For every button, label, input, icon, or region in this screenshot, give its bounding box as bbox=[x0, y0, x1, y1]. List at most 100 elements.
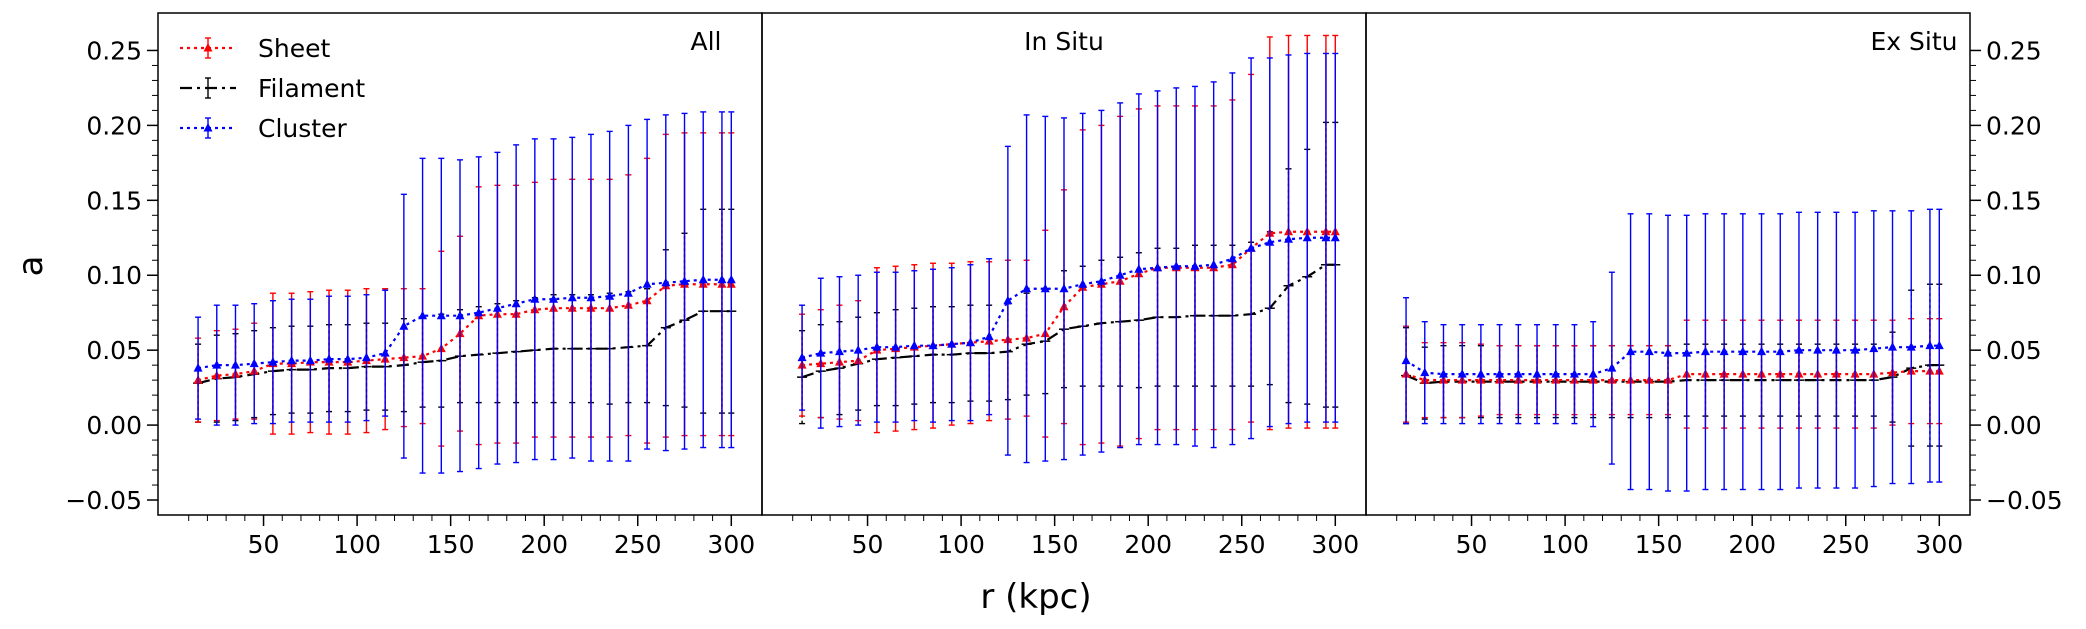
data-point bbox=[230, 360, 240, 369]
y-tick-label: 0.15 bbox=[86, 186, 142, 215]
legend: Sheet Filament Cluster bbox=[180, 34, 365, 143]
data-point bbox=[1134, 264, 1144, 273]
data-point bbox=[1775, 346, 1785, 356]
data-point bbox=[1040, 283, 1050, 293]
x-tick-label: 100 bbox=[333, 530, 381, 559]
right-y-tick-label: −0.05 bbox=[1986, 486, 2063, 515]
data-point bbox=[1284, 234, 1294, 243]
data-point bbox=[1831, 345, 1841, 354]
cluster-error-bars bbox=[195, 111, 735, 474]
legend-label: Sheet bbox=[258, 34, 330, 63]
filament-error-bars bbox=[195, 208, 735, 423]
data-point bbox=[1888, 342, 1898, 351]
data-point bbox=[567, 292, 577, 302]
x-tick-label: 300 bbox=[1915, 530, 1963, 559]
data-point bbox=[1757, 346, 1767, 356]
y-tick-label: 0.10 bbox=[86, 261, 142, 290]
filament-series bbox=[1401, 283, 1945, 447]
data-point bbox=[1190, 261, 1200, 270]
filament-error-bars bbox=[799, 121, 1339, 425]
data-point bbox=[1246, 243, 1256, 252]
filament-series bbox=[797, 121, 1341, 425]
right-y-tick-label: 0.20 bbox=[1986, 111, 2042, 140]
data-point bbox=[1302, 232, 1312, 242]
legend-entry-cluster: Cluster bbox=[180, 114, 347, 143]
sheet-line bbox=[1405, 370, 1940, 382]
data-point bbox=[193, 363, 203, 372]
data-point bbox=[1438, 369, 1448, 378]
data-point bbox=[1078, 279, 1088, 288]
y-tick-label: 0.05 bbox=[86, 336, 142, 365]
data-point bbox=[1457, 369, 1467, 378]
data-point bbox=[1738, 346, 1748, 356]
cluster-line bbox=[197, 278, 732, 370]
data-point bbox=[661, 277, 671, 287]
right-y-tick-label: 0.15 bbox=[1986, 186, 2042, 215]
x-axis-label: r (kpc) bbox=[980, 577, 1091, 617]
data-point bbox=[1644, 346, 1654, 356]
data-point bbox=[492, 303, 502, 312]
filament-series bbox=[193, 208, 737, 423]
filament-error-bars bbox=[1403, 283, 1943, 447]
filament-line bbox=[197, 310, 732, 385]
data-point bbox=[530, 294, 540, 303]
x-tick-label: 200 bbox=[520, 530, 568, 559]
panel-in-situ: 50 100 150 200 250 300 In Situ bbox=[761, 12, 1367, 559]
data-point bbox=[1022, 283, 1032, 293]
data-point bbox=[1265, 237, 1275, 246]
data-point bbox=[249, 358, 259, 368]
legend-marker bbox=[203, 123, 213, 132]
x-tick-label: 150 bbox=[1635, 530, 1683, 559]
data-point bbox=[1532, 369, 1542, 378]
right-y-tick-label: 0.05 bbox=[1986, 336, 2042, 365]
x-tick-label: 50 bbox=[852, 530, 884, 559]
data-point bbox=[642, 279, 652, 288]
data-point bbox=[1115, 270, 1125, 279]
data-point bbox=[287, 355, 297, 365]
cluster-line bbox=[801, 236, 1336, 359]
x-tick-label: 100 bbox=[1541, 530, 1589, 559]
data-point bbox=[984, 331, 994, 341]
legend-marker bbox=[203, 43, 213, 52]
data-point bbox=[1513, 369, 1523, 378]
y-tick-label: 0.25 bbox=[86, 36, 142, 65]
cluster-error-bars bbox=[1403, 208, 1943, 492]
data-point bbox=[1682, 348, 1692, 357]
y-tick-label: −0.05 bbox=[65, 486, 142, 515]
panel-title: Ex Situ bbox=[1871, 27, 1958, 56]
x-tick-label: 100 bbox=[937, 530, 985, 559]
data-point bbox=[928, 340, 938, 350]
sheet-error-bars bbox=[195, 132, 735, 447]
right-y-tick-label: 0.00 bbox=[1986, 411, 2042, 440]
data-point bbox=[1850, 345, 1860, 354]
x-tick-label: 250 bbox=[1218, 530, 1266, 559]
data-point bbox=[511, 298, 521, 308]
data-point bbox=[1626, 346, 1636, 356]
sheet-series bbox=[193, 132, 736, 447]
legend-entry-sheet: Sheet bbox=[180, 34, 330, 63]
data-point bbox=[1719, 346, 1729, 356]
data-point bbox=[1813, 345, 1823, 354]
data-point bbox=[1869, 343, 1879, 353]
data-point bbox=[1059, 283, 1069, 293]
sheet-line bbox=[801, 230, 1336, 367]
right-y-tick-label: 0.10 bbox=[1986, 261, 2042, 290]
data-point bbox=[1700, 346, 1710, 356]
data-point bbox=[1153, 262, 1163, 272]
y-tick-label: 0.20 bbox=[86, 111, 142, 140]
x-tick-label: 300 bbox=[1311, 530, 1359, 559]
data-point bbox=[361, 352, 371, 362]
chart-panels: 50 100 150 200 250 300 −0.05 0.00 0.05 0.10 0.15 0.… bbox=[65, 12, 1971, 559]
data-point bbox=[1551, 369, 1561, 378]
cluster-error-bars bbox=[799, 52, 1339, 464]
data-point bbox=[455, 310, 465, 320]
right-y-axis: −0.05 0.00 0.05 0.10 0.15 0.20 0.25 bbox=[1970, 36, 2063, 515]
data-point bbox=[1607, 363, 1617, 372]
cluster-line bbox=[1405, 344, 1940, 376]
data-point bbox=[872, 342, 882, 351]
panel-frame bbox=[1365, 12, 1971, 516]
data-point bbox=[680, 276, 690, 285]
y-axis-label: a bbox=[11, 256, 51, 277]
data-point bbox=[1401, 355, 1411, 365]
